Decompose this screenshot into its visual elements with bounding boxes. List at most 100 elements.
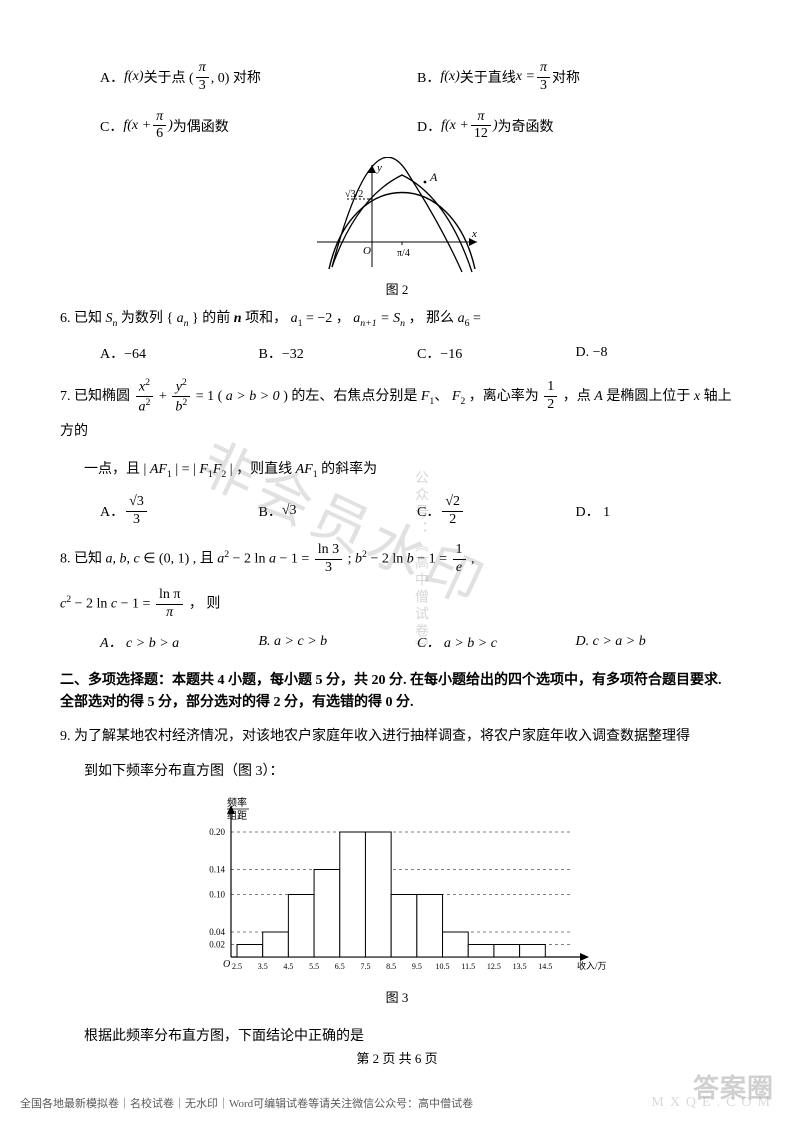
q7-C-den: 2 <box>442 512 463 529</box>
q6-optB: B．−32 <box>259 343 418 363</box>
q7-options: A． √33 B．√3 C． √22 D． 1 <box>100 494 734 529</box>
q8-sq2: 2 <box>362 549 367 560</box>
q7-optA: A． √33 <box>100 494 259 529</box>
q5-optA-frac: π3 <box>196 60 209 95</box>
q5-optD: D． f(x + π12 ) 为奇函数 <box>417 109 734 144</box>
q5-optA-fx: f(x) <box>124 69 143 85</box>
q8-comma: , <box>471 552 475 567</box>
q7-a: a <box>139 400 146 415</box>
q7-stem: 7. 已知椭圆 x2a2 + y2b2 = 1 ( a > b > 0 ) 的左… <box>60 377 734 448</box>
q8-f1d: 3 <box>315 560 342 577</box>
q5-optC-tail: 为偶函数 <box>173 116 229 136</box>
section-2-title: 二、多项选择题：本题共 4 小题，每小题 5 分，共 20 分. 在每小题给出的… <box>60 670 734 715</box>
q6-pre: 6. 已知 <box>60 311 106 326</box>
svg-text:4.5: 4.5 <box>283 962 293 971</box>
q8-f2n: 1 <box>453 542 466 560</box>
svg-text:0.20: 0.20 <box>209 827 225 837</box>
q5-optC-den: 6 <box>153 126 166 143</box>
q5-optB-mid: 关于直线 <box>460 67 516 87</box>
q8-f3n: ln π <box>156 587 183 605</box>
q5-optA-label: A． <box>100 67 124 87</box>
q8-m3: − 1 = <box>121 596 154 611</box>
svg-text:5.5: 5.5 <box>309 962 319 971</box>
q6-an1s: n+1 <box>360 318 376 329</box>
q6-stem: 6. 已知 Sn 为数列 { an } 的前 n 项和， a1 = −2 ， a… <box>60 306 734 332</box>
q7-AF1s: 1 <box>167 469 172 480</box>
q7-A-den: 3 <box>126 512 147 529</box>
q7-F2s: 2 <box>460 396 465 407</box>
q5-optC-fxp: f(x + <box>123 118 151 134</box>
q8-line2: c2 − 2 ln c − 1 = ln ππ ， 则 <box>60 587 734 622</box>
q6-m3: 项和， <box>245 311 291 326</box>
svg-text:频率: 频率 <box>227 796 247 809</box>
q6-an-sub: n <box>184 318 189 329</box>
svg-text:0.10: 0.10 <box>209 889 225 899</box>
figure-3: 0.020.040.100.140.20频率组距2.53.54.55.56.57… <box>60 795 734 1006</box>
q7-eccpre: ，离心率为 <box>469 389 543 404</box>
q6-a1: a <box>291 311 298 326</box>
q8-f2d: e <box>453 560 466 577</box>
q8-ci: c <box>111 596 117 611</box>
q6-optA: A．−64 <box>100 343 259 363</box>
q5-optD-den: 12 <box>471 126 491 143</box>
svg-text:0.02: 0.02 <box>209 939 225 949</box>
q7-l2p: 一点，且 | <box>84 462 146 477</box>
q7-A-frac: √33 <box>126 494 147 529</box>
q8-sq3: 2 <box>66 594 71 605</box>
q5-optA-tail: , 0) 对称 <box>211 67 261 87</box>
q8-optD: D. c > a > b <box>576 632 735 652</box>
q5-optD-num: π <box>471 109 491 127</box>
svg-text:收入/万元: 收入/万元 <box>577 960 607 971</box>
q5-optC-label: C． <box>100 116 123 136</box>
q8-b2: b <box>355 552 362 567</box>
q6-n: n <box>234 311 242 326</box>
q8-f1n: ln 3 <box>315 542 342 560</box>
fig3-caption: 图 3 <box>60 987 734 1006</box>
q8-abc: a, b, c <box>106 552 144 567</box>
q5-optC: C． f(x + π6 ) 为偶函数 <box>100 109 417 144</box>
q7-l2m: | = | <box>175 462 196 477</box>
q6-a6: a <box>458 311 465 326</box>
svg-text:6.5: 6.5 <box>335 962 345 971</box>
q7-F1F2s2: 2 <box>221 469 226 480</box>
q6-eqSns: n <box>400 318 405 329</box>
q7-pre: 7. 已知椭圆 <box>60 389 134 404</box>
q8-m1: − 1 = <box>279 552 312 567</box>
q7-plus: + <box>159 389 170 404</box>
q7-xi: x <box>694 389 700 404</box>
q8-sq1: 2 <box>224 549 229 560</box>
q5-optB-fx: f(x) <box>440 69 459 85</box>
q6-Sn-sub: n <box>113 318 118 329</box>
q5-optB-num: π <box>537 60 550 78</box>
q5-optB-label: B． <box>417 67 440 87</box>
q8-optA: A． c > b > a <box>100 632 259 652</box>
fig2-y: y <box>376 162 382 174</box>
q5-optA-num: π <box>196 60 209 78</box>
q7-t1: 是椭圆上位于 <box>606 389 694 404</box>
q6-options: A．−64 B．−32 C．−16 D. −8 <box>100 343 734 363</box>
svg-text:7.5: 7.5 <box>360 962 370 971</box>
svg-text:0.14: 0.14 <box>209 864 225 874</box>
watermark-corner-url: MXQE.COM <box>651 1095 776 1111</box>
q8-bi: b <box>407 552 414 567</box>
q7-AF1: AF <box>150 462 167 477</box>
q6-eqSn: = S <box>380 311 400 326</box>
svg-text:13.5: 13.5 <box>513 962 527 971</box>
bottom-note: 全国各地最新模拟卷｜名校试卷｜无水印｜Word可编辑试卷等请关注微信公众号：高中… <box>20 1095 473 1111</box>
q6-a6s: 6 <box>465 318 470 329</box>
q5-optD-fxp: f(x + <box>441 118 469 134</box>
q7-F1F2a: F <box>199 462 208 477</box>
q9-stem: 9. 为了解某地农村经济情况，对该地农户家庭年收入进行抽样调查，将农户家庭年收入… <box>60 724 734 749</box>
q7-frac1: x2a2 <box>136 377 154 417</box>
q7-C-num: 2 <box>453 494 460 509</box>
q8-f2: 1e <box>453 542 466 577</box>
fig2-xtick: π/4 <box>397 248 410 259</box>
svg-text:O: O <box>223 959 230 970</box>
q6-optD: D. −8 <box>576 343 735 363</box>
q7-l2e: 的斜率为 <box>321 462 377 477</box>
q5-optB: B． f(x) 关于直线 x = π3 对称 <box>417 60 734 95</box>
q7-eccfrac: 12 <box>544 379 557 414</box>
q8-mid2: − 2 ln <box>370 552 406 567</box>
svg-text:10.5: 10.5 <box>436 962 450 971</box>
q7-C-frac: √22 <box>442 494 463 529</box>
